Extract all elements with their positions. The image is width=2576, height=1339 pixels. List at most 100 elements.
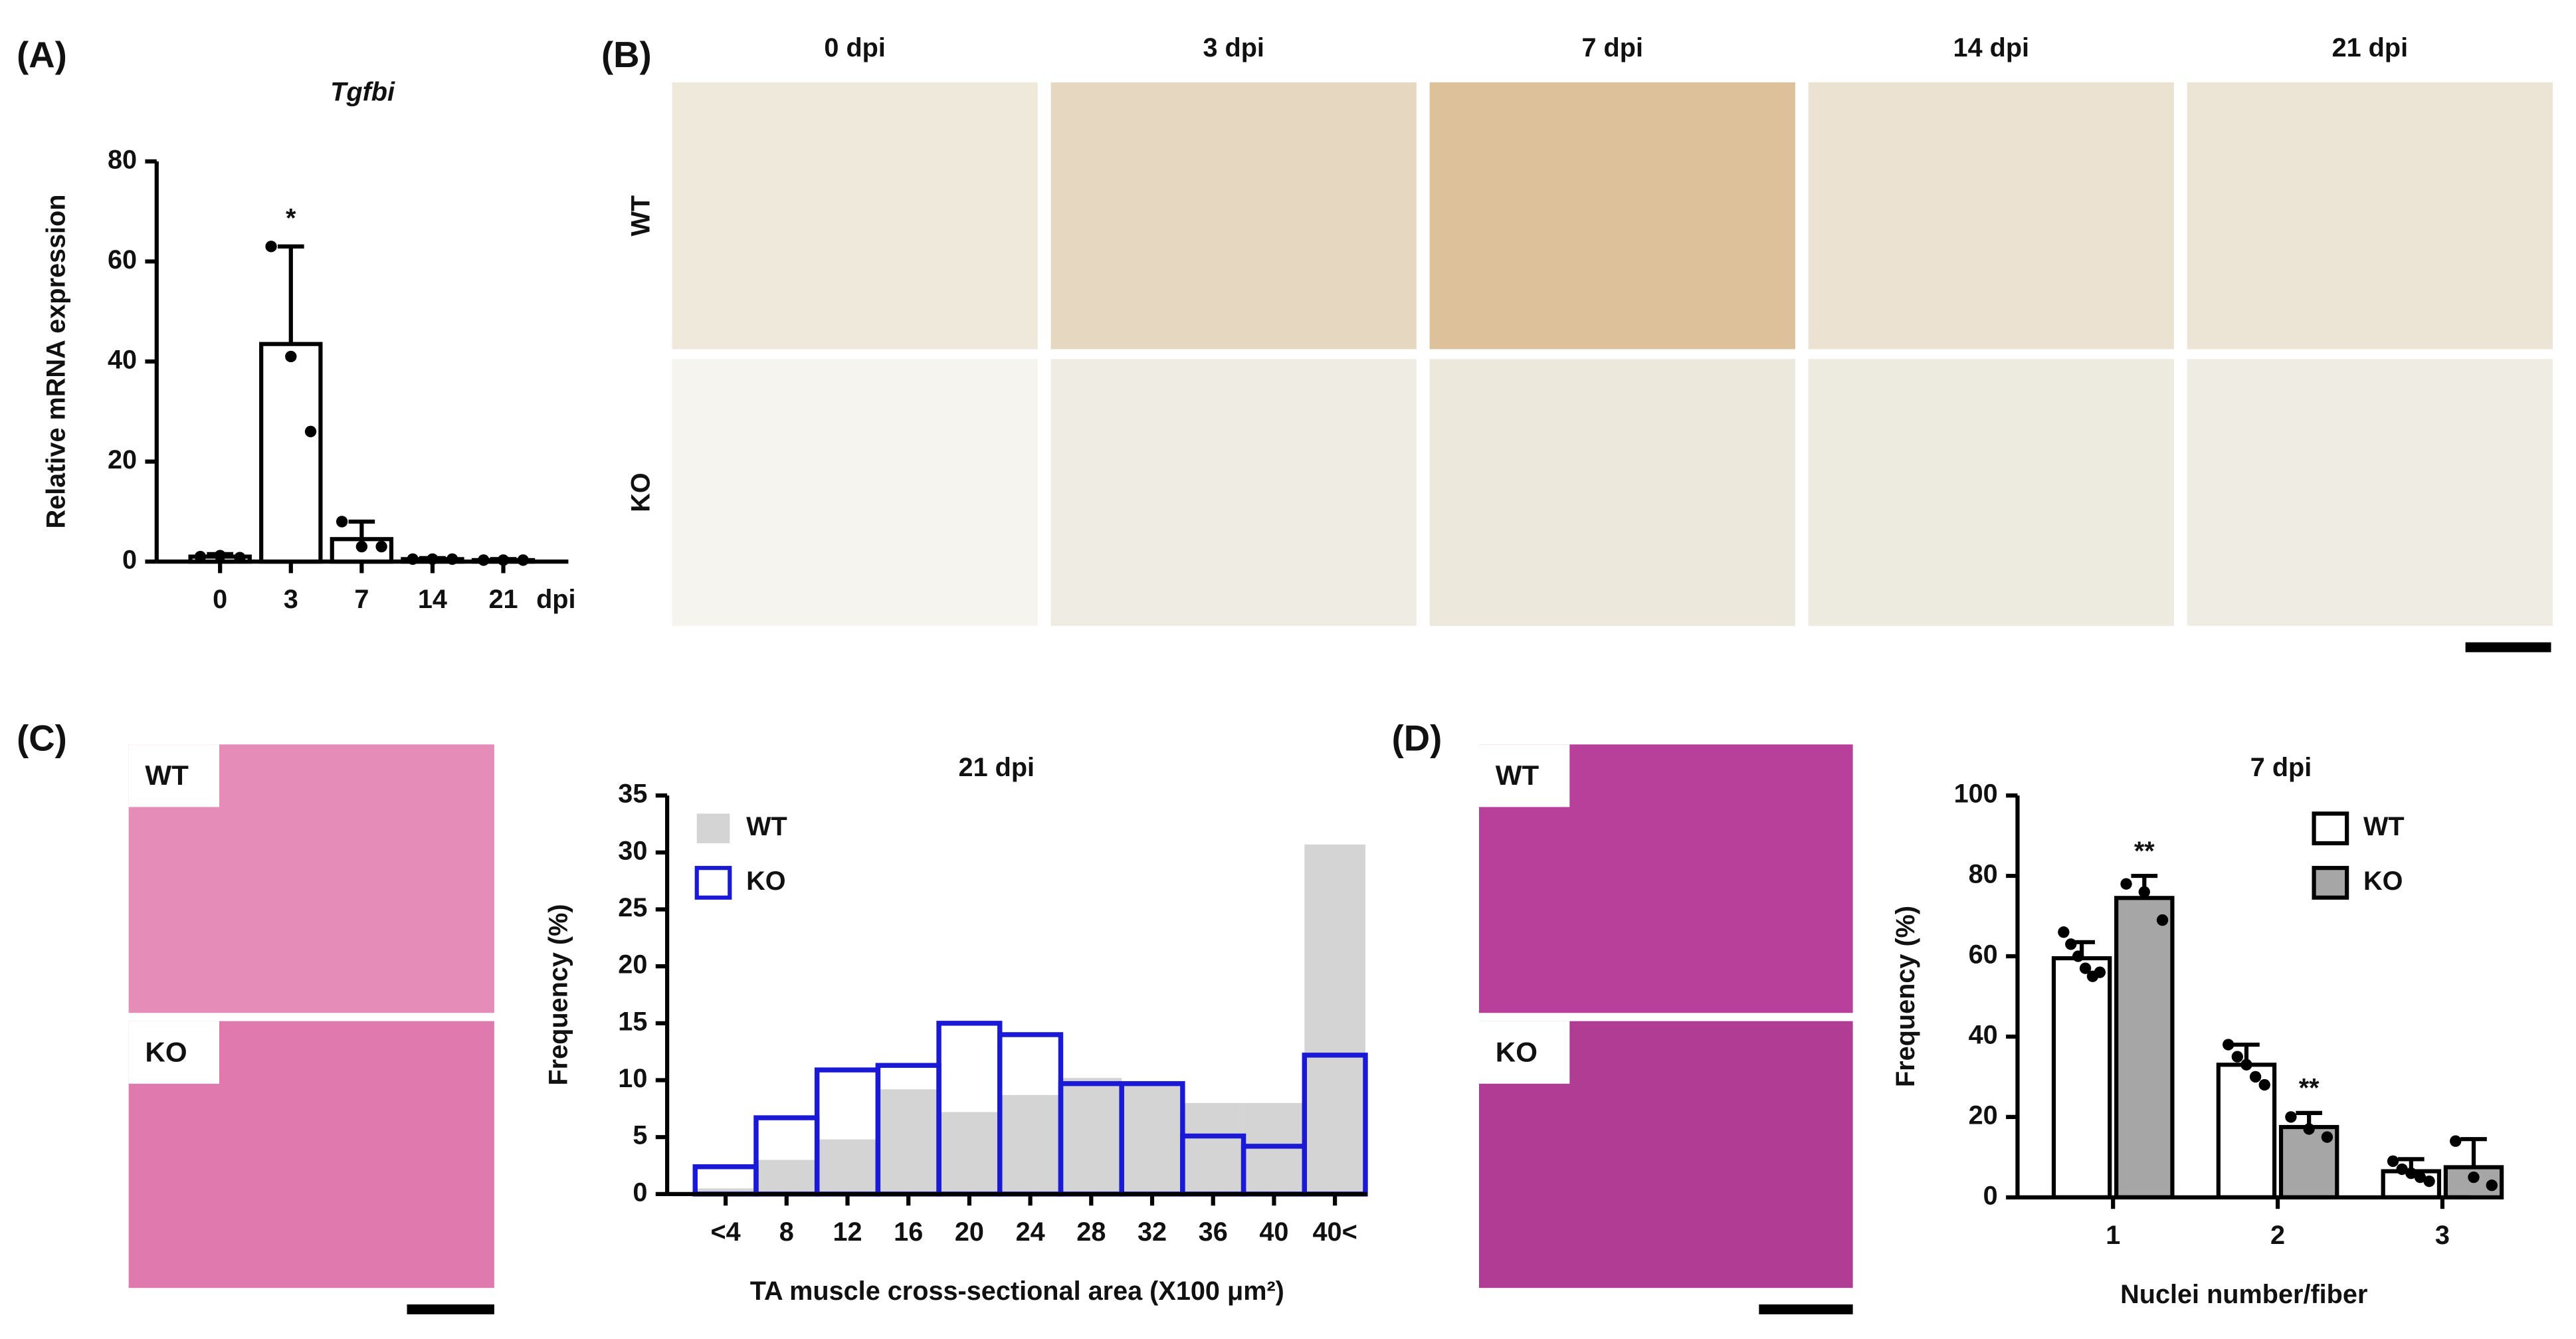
- data-point: [2468, 1171, 2480, 1184]
- y-axis-label: Relative mRNA expression: [42, 195, 71, 529]
- x-tick-label: 8: [779, 1217, 794, 1247]
- micrograph: [1808, 359, 2174, 626]
- data-point: [2058, 926, 2070, 938]
- column-header: 0 dpi: [824, 33, 886, 62]
- bar: [2051, 956, 2112, 1199]
- annotation: *: [286, 204, 296, 233]
- row-label: WT: [626, 195, 655, 237]
- legend-label: KO: [2363, 867, 2403, 896]
- bar: [259, 342, 323, 564]
- y-tick-label: 80: [108, 145, 137, 174]
- panel-label: (D): [1392, 718, 1442, 759]
- data-point: [2258, 1079, 2270, 1091]
- x-tick-label: 1: [2106, 1221, 2120, 1250]
- y-tick-label: 35: [618, 779, 647, 809]
- scale-bar: [1759, 1304, 1853, 1314]
- chart-title: Tgfbi: [330, 78, 395, 107]
- data-point: [2094, 966, 2106, 978]
- legend-label: KO: [746, 867, 785, 896]
- micrograph: [672, 82, 1038, 350]
- x-tick-label: 24: [1016, 1217, 1045, 1247]
- data-point: [2405, 1167, 2417, 1180]
- data-point: [2285, 1111, 2297, 1123]
- x-axis-label: TA muscle cross-sectional area (X100 μm²…: [750, 1277, 1284, 1306]
- data-point: [2231, 1051, 2244, 1063]
- micrograph-grid: [672, 82, 2553, 653]
- micrograph: [1429, 82, 1795, 350]
- data-point: [2450, 1135, 2462, 1147]
- bar: [1060, 1078, 1122, 1194]
- data-point: [2156, 914, 2169, 926]
- y-tick-label: 30: [618, 836, 647, 865]
- annotation: **: [2134, 837, 2155, 866]
- bar: [939, 1112, 1000, 1194]
- y-tick-label: 20: [618, 950, 647, 979]
- x-tick-label: 0: [213, 585, 227, 614]
- data-point: [355, 540, 368, 553]
- column-header: 21 dpi: [2332, 33, 2409, 62]
- data-point: [2396, 1163, 2408, 1176]
- column-header: 3 dpi: [1203, 33, 1264, 62]
- legend-swatch: [2312, 866, 2349, 900]
- data-point: [194, 550, 207, 563]
- data-point: [2303, 1123, 2315, 1135]
- x-tick-label: 20: [955, 1217, 984, 1247]
- legend-label: WT: [2363, 812, 2405, 841]
- annotation: **: [2299, 1074, 2320, 1103]
- data-point: [2072, 950, 2084, 962]
- image-label: KO: [145, 1036, 187, 1067]
- data-point: [2120, 878, 2132, 890]
- bar: [1182, 1102, 1244, 1194]
- data-point: [2387, 1155, 2399, 1168]
- bar: [878, 1089, 940, 1194]
- micrograph: [1050, 82, 1417, 350]
- y-tick-label: 0: [1983, 1181, 1998, 1210]
- x-tick-label: 21: [488, 585, 518, 614]
- data-point: [285, 350, 297, 363]
- x-tick-label: 2: [2270, 1221, 2285, 1250]
- image-label: KO: [1496, 1036, 1537, 1067]
- bar: [695, 1188, 756, 1194]
- micrograph: [2187, 82, 2553, 350]
- x-tick-label: 16: [894, 1217, 923, 1247]
- x-tick-label: 40: [1259, 1217, 1288, 1247]
- label-box: [128, 744, 219, 807]
- x-tick-label: 28: [1076, 1217, 1106, 1247]
- data-point: [2079, 962, 2092, 974]
- x-unit: dpi: [536, 585, 575, 614]
- y-tick-label: 0: [122, 546, 137, 575]
- x-tick-label: 7: [354, 585, 369, 614]
- data-point: [336, 516, 348, 528]
- data-point: [2414, 1171, 2427, 1184]
- legend-swatch: [696, 813, 730, 843]
- legend-swatch: [694, 866, 732, 900]
- y-axis-label: Frequency (%): [1891, 906, 1920, 1087]
- panel-label: (B): [601, 35, 652, 75]
- data-point: [375, 540, 387, 553]
- data-point: [2240, 1059, 2252, 1071]
- micrograph: [1429, 359, 1795, 626]
- panel-label: (C): [17, 718, 67, 759]
- data-point: [2486, 1180, 2498, 1191]
- y-tick-label: 20: [1969, 1100, 1998, 1130]
- x-tick-label: 40<: [1313, 1217, 1357, 1247]
- x-axis-label: Nuclei number/fiber: [2120, 1280, 2367, 1309]
- y-tick-label: 60: [108, 245, 137, 274]
- bar: [1122, 1083, 1183, 1194]
- x-tick-label: <4: [710, 1217, 740, 1247]
- row-label: KO: [626, 472, 655, 512]
- x-tick-label: 14: [418, 585, 447, 614]
- image-label: WT: [145, 760, 189, 791]
- x-tick-label: 3: [284, 585, 298, 614]
- chart-title: 21 dpi: [959, 753, 1035, 782]
- y-tick-label: 25: [618, 893, 647, 922]
- data-point: [2423, 1175, 2435, 1187]
- label-box: [128, 1021, 219, 1084]
- label-box: [1479, 744, 1570, 807]
- x-tick-label: 32: [1138, 1217, 1167, 1247]
- micrograph: [1050, 359, 1417, 626]
- data-point: [304, 425, 317, 438]
- data-point: [2321, 1131, 2333, 1143]
- data-point: [265, 241, 277, 253]
- x-tick-label: 3: [2435, 1221, 2450, 1250]
